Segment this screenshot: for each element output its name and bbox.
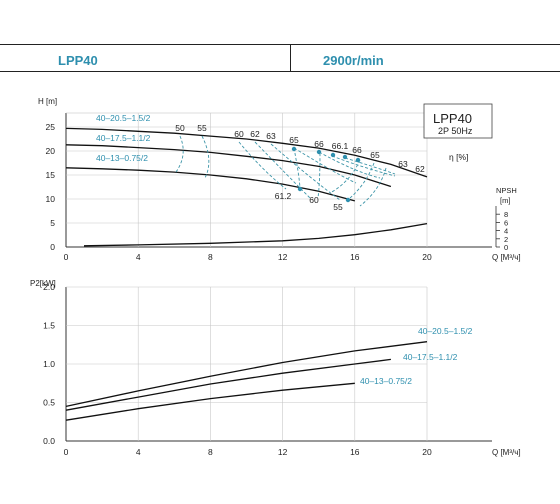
efficiency-point (355, 157, 361, 163)
head-series-label: 40–20.5–1.5/2 (96, 113, 151, 123)
p-x-tick: 20 (422, 447, 432, 457)
h-chart-title: LPP40 (433, 111, 472, 126)
p-y-tick: 1.5 (43, 321, 55, 331)
h-x-label: Q [M³/ч] (492, 253, 521, 262)
power-series-label: 40–13–0.75/2 (360, 376, 412, 386)
efficiency-isoline (331, 155, 396, 177)
efficiency-label: 66 (352, 145, 362, 155)
efficiency-point (345, 197, 351, 203)
h-y-tick: 0 (50, 242, 55, 252)
efficiency-point (330, 152, 336, 158)
h-x-tick: 16 (350, 252, 360, 262)
efficiency-label: 65 (370, 150, 380, 160)
p-y-tick: 2.0 (43, 282, 55, 292)
p-x-tick: 12 (278, 447, 288, 457)
efficiency-isoline (270, 143, 341, 201)
efficiency-point (291, 146, 297, 152)
efficiency-label: 62 (250, 129, 260, 139)
header-divider (290, 45, 291, 71)
npsh-tick: 8 (504, 210, 508, 219)
efficiency-isoline (238, 141, 287, 190)
npsh-label: NPSH (496, 186, 517, 195)
efficiency-isoline (201, 135, 210, 179)
efficiency-isoline (293, 147, 301, 191)
h-y-tick: 25 (46, 122, 56, 132)
p-x-tick: 4 (136, 447, 141, 457)
p-x-tick: 16 (350, 447, 360, 457)
h-x-tick: 20 (422, 252, 432, 262)
npsh-unit: [m] (500, 196, 510, 205)
h-x-tick: 0 (64, 252, 69, 262)
power-series-label: 40–17.5–1.1/2 (403, 352, 458, 362)
efficiency-label: 55 (197, 123, 207, 133)
efficiency-label: 60 (309, 195, 319, 205)
efficiency-point (297, 186, 303, 192)
efficiency-label: 65 (289, 135, 299, 145)
npsh-tick: 6 (504, 218, 508, 227)
h-y-tick: 20 (46, 146, 56, 156)
efficiency-point (342, 154, 348, 160)
header-model: LPP40 (58, 53, 98, 68)
npsh-tick: 0 (504, 243, 508, 252)
p-y-tick: 1.0 (43, 359, 55, 369)
header-speed: 2900r/min (323, 53, 384, 68)
efficiency-isoline (175, 135, 184, 173)
efficiency-label: 50 (175, 123, 185, 133)
p-y-tick: 0.0 (43, 436, 55, 446)
npsh-tick: 2 (504, 235, 508, 244)
h-x-tick: 12 (278, 252, 288, 262)
h-title-box (423, 103, 493, 139)
h-y-tick: 5 (50, 218, 55, 228)
efficiency-isoline (359, 167, 387, 207)
efficiency-label: 66 (314, 139, 324, 149)
header-top-rule (0, 44, 560, 45)
npsh-curve (83, 222, 428, 247)
p-x-label: Q [M³/ч] (492, 448, 521, 457)
p-y-label: P2[kW] (30, 279, 56, 288)
p-x-tick: 8 (208, 447, 213, 457)
efficiency-isoline (318, 151, 381, 179)
h-y-tick: 10 (46, 194, 56, 204)
h-x-tick: 8 (208, 252, 213, 262)
head-curve-2 (65, 167, 355, 202)
efficiency-isoline (293, 147, 357, 184)
efficiency-label: 62 (415, 164, 425, 174)
efficiency-isoline (317, 152, 321, 199)
efficiency-point (316, 149, 322, 155)
efficiency-label: 60 (234, 129, 244, 139)
p-x-tick: 0 (64, 447, 69, 457)
efficiency-isoline (344, 157, 396, 175)
h-chart-subtitle: 2P 50Hz (438, 126, 473, 136)
npsh-tick: 4 (504, 227, 508, 236)
efficiency-isoline (349, 162, 375, 199)
efficiency-label: 63 (266, 131, 276, 141)
efficiency-label: 61.2 (275, 191, 292, 201)
power-series-label: 40–20.5–1.5/2 (418, 326, 473, 336)
efficiency-label: 66.1 (332, 141, 349, 151)
power-curve-2 (65, 382, 355, 421)
efficiency-label: 63 (398, 159, 408, 169)
efficiency-isoline (254, 141, 312, 200)
head-curve-1 (65, 144, 392, 188)
efficiency-axis-label: η [%] (449, 152, 468, 162)
head-series-label: 40–13–0.75/2 (96, 153, 148, 163)
power-curve-0 (65, 341, 428, 408)
head-series-label: 40–17.5–1.1/2 (96, 133, 151, 143)
h-y-tick: 15 (46, 170, 56, 180)
h-x-tick: 4 (136, 252, 141, 262)
p-y-tick: 0.5 (43, 398, 55, 408)
head-curve-0 (65, 127, 428, 178)
efficiency-isoline (329, 159, 361, 194)
power-curve-1 (65, 358, 391, 411)
h-y-label: H [m] (38, 97, 57, 106)
header-bottom-rule (0, 71, 560, 72)
efficiency-label: 55 (333, 202, 343, 212)
